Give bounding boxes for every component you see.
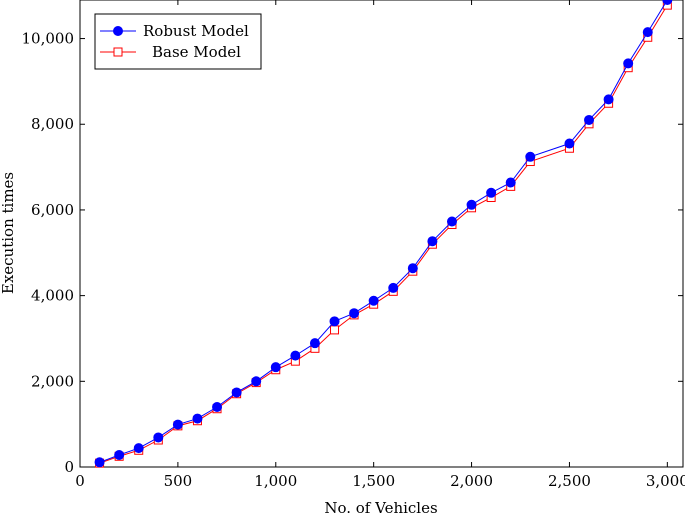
legend-base-marker (113, 47, 123, 57)
x-tick-label: 500 (164, 472, 193, 490)
data-point-robust-model (486, 187, 497, 198)
data-point-robust-model (603, 94, 614, 105)
data-point-robust-model (584, 114, 595, 125)
legend-box (94, 13, 262, 70)
series-layer (94, 0, 673, 468)
data-point-robust-model (212, 402, 223, 413)
data-point-robust-model (466, 199, 477, 210)
data-point-robust-model (642, 27, 653, 38)
data-point-robust-model (290, 350, 301, 361)
axis-ticks: 0 500 1,000 1,500 2,000 2,500 3,000 0 2,000 4,000… (22, 0, 685, 490)
data-point-robust-model (231, 387, 242, 398)
data-point-robust-model (270, 362, 281, 373)
legend-robust-marker (113, 26, 123, 36)
data-point-robust-model (446, 216, 457, 227)
x-tick-label: 2,500 (548, 472, 591, 490)
data-point-robust-model (251, 376, 262, 387)
x-tick-label: 3,000 (646, 472, 685, 490)
data-point-robust-model (153, 432, 164, 443)
y-tick-label: 6,000 (31, 201, 74, 219)
data-point-robust-model (564, 138, 575, 149)
x-tick-label: 1,500 (352, 472, 395, 490)
x-tick-label: 0 (75, 472, 85, 490)
y-tick-label: 2,000 (31, 372, 74, 390)
y-tick-label: 4,000 (31, 287, 74, 305)
series-base-model (95, 0, 672, 468)
series-line-base-model (99, 4, 668, 464)
data-point-robust-model (349, 308, 360, 319)
legend-robust-label: Robust Model (143, 22, 249, 40)
x-tick-label: 2,000 (450, 472, 493, 490)
data-point-robust-model (192, 413, 203, 424)
data-point-robust-model (368, 295, 379, 306)
y-tick-label: 10,000 (22, 30, 75, 48)
x-tick-label: 1,000 (254, 472, 297, 490)
y-tick-label: 0 (64, 458, 74, 476)
data-point-robust-model (525, 151, 536, 162)
data-point-robust-model (133, 443, 144, 454)
y-tick-label: 8,000 (31, 115, 74, 133)
series-robust-model (94, 0, 673, 468)
data-point-robust-model (388, 282, 399, 293)
data-point-robust-model (172, 419, 183, 430)
data-point-robust-model (407, 263, 418, 274)
data-point-robust-model (309, 338, 320, 349)
legend: Robust Model Base Model (94, 13, 262, 70)
data-point-robust-model (662, 0, 673, 5)
data-point-robust-model (114, 450, 125, 461)
x-axis-label: No. of Vehicles (324, 499, 437, 516)
data-point-robust-model (329, 316, 340, 327)
data-point-robust-model (505, 177, 516, 188)
plot-frame (79, 0, 684, 468)
y-axis-label: Execution times (0, 172, 17, 294)
data-point-robust-model (427, 236, 438, 247)
legend-base-label: Base Model (152, 43, 241, 61)
data-point-base-model (330, 325, 340, 335)
data-point-robust-model (94, 457, 105, 468)
data-point-robust-model (623, 58, 634, 69)
